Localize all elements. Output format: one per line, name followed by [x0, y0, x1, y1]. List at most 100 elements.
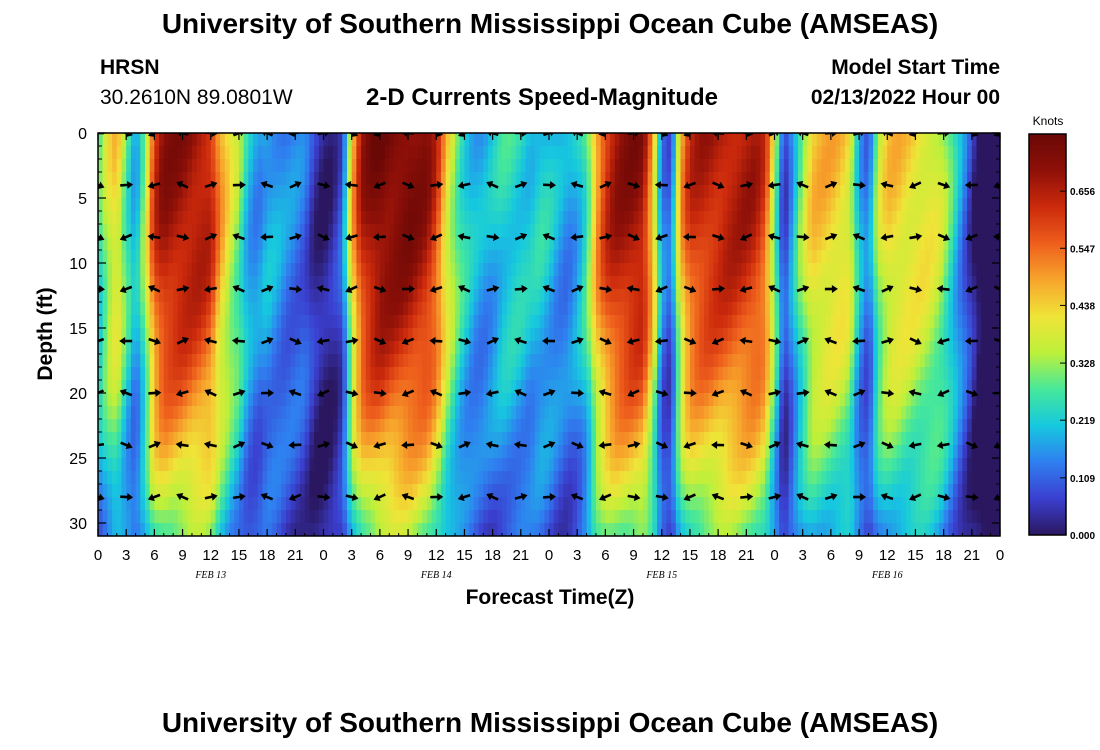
heatmap-cell: [638, 302, 644, 316]
heatmap-cell: [539, 198, 545, 212]
heatmap-cell: [699, 302, 705, 316]
heatmap-cell: [525, 484, 531, 498]
heatmap-cell: [469, 302, 475, 316]
heatmap-cell: [403, 497, 409, 511]
heatmap-cell: [652, 406, 658, 420]
heatmap-cell: [628, 419, 635, 433]
heatmap-cell: [807, 380, 813, 394]
heatmap-cell: [271, 172, 278, 186]
heatmap-cell: [652, 510, 658, 524]
heatmap-cell: [173, 419, 179, 433]
heatmap-cell: [201, 315, 207, 329]
heatmap-cell: [351, 393, 357, 407]
heatmap-cell: [295, 497, 301, 511]
heatmap-cell: [445, 432, 451, 446]
heatmap-cell: [741, 224, 747, 238]
heatmap-cell: [224, 289, 231, 303]
heatmap-cell: [797, 367, 804, 381]
heatmap-cell: [544, 471, 550, 485]
heatmap-cell: [516, 133, 522, 147]
heatmap-cell: [694, 224, 700, 238]
heatmap-cell: [445, 133, 451, 147]
heatmap-cell: [751, 250, 757, 264]
heatmap-cell: [408, 224, 414, 238]
heatmap-cell: [102, 146, 108, 160]
heatmap-cell: [722, 367, 729, 381]
heatmap-cell: [318, 432, 325, 446]
heatmap-cell: [694, 471, 700, 485]
heatmap-cell: [821, 471, 827, 485]
heatmap-cell: [229, 458, 235, 472]
heatmap-cell: [539, 484, 545, 498]
heatmap-cell: [116, 302, 123, 316]
heatmap-cell: [304, 471, 311, 485]
heatmap-cell: [765, 250, 771, 264]
heatmap-cell: [722, 315, 729, 329]
heatmap-cell: [220, 302, 226, 316]
heatmap-cell: [821, 432, 827, 446]
heatmap-cell: [586, 237, 592, 251]
heatmap-cell: [685, 289, 691, 303]
heatmap-cell: [840, 263, 846, 277]
heatmap-cell: [530, 445, 536, 459]
heatmap-cell: [567, 263, 574, 277]
heatmap-cell: [558, 406, 564, 420]
heatmap-cell: [206, 367, 212, 381]
heatmap-cell: [323, 445, 329, 459]
heatmap-cell: [600, 211, 606, 225]
heatmap-cell: [840, 419, 846, 433]
heatmap-cell: [666, 185, 672, 199]
heatmap-cell: [666, 354, 672, 368]
heatmap-cell: [356, 302, 362, 316]
heatmap-cell: [788, 445, 794, 459]
heatmap-cell: [642, 458, 649, 472]
heatmap-cell: [144, 354, 151, 368]
heatmap-cell: [173, 510, 179, 524]
heatmap-cell: [445, 211, 451, 225]
heatmap-cell: [549, 315, 555, 329]
heatmap-cell: [610, 133, 616, 147]
heatmap-cell: [408, 523, 414, 536]
heatmap-cell: [304, 419, 311, 433]
heatmap-cell: [741, 393, 747, 407]
heatmap-cell: [497, 432, 503, 446]
heatmap-cell: [473, 458, 480, 472]
heatmap-cell: [379, 198, 386, 212]
heatmap-cell: [469, 276, 475, 290]
heatmap-cell: [337, 185, 343, 199]
heatmap-cell: [281, 185, 287, 199]
heatmap-cell: [234, 328, 240, 342]
heatmap-cell: [196, 263, 202, 277]
heatmap-cell: [642, 419, 649, 433]
heatmap-cell: [469, 354, 475, 368]
heatmap-cell: [844, 432, 851, 446]
heatmap-cell: [379, 393, 386, 407]
heatmap-cell: [718, 328, 724, 342]
heatmap-cell: [849, 211, 855, 225]
heatmap-cell: [727, 250, 733, 264]
heatmap-cell: [591, 224, 597, 238]
heatmap-cell: [154, 406, 160, 420]
heatmap-cell: [779, 133, 785, 147]
heatmap-cell: [445, 510, 451, 524]
heatmap-cell: [206, 146, 212, 160]
heatmap-cell: [210, 341, 217, 355]
heatmap-cell: [718, 432, 724, 446]
heatmap-cell: [755, 380, 762, 394]
heatmap-cell: [633, 497, 639, 511]
heatmap-cell: [337, 432, 343, 446]
heatmap-cell: [215, 224, 221, 238]
heatmap-cell: [605, 497, 611, 511]
heatmap-cell: [530, 406, 536, 420]
heatmap-cell: [300, 484, 306, 498]
heatmap-cell: [727, 276, 733, 290]
heatmap-cell: [267, 146, 273, 160]
heatmap-cell: [760, 185, 766, 199]
heatmap-cell: [699, 172, 705, 186]
heatmap-cell: [704, 458, 710, 472]
heatmap-cell: [492, 510, 498, 524]
heatmap-cell: [276, 445, 282, 459]
heatmap-cell: [318, 211, 325, 225]
heatmap-cell: [408, 458, 414, 472]
heatmap-cell: [285, 354, 292, 368]
